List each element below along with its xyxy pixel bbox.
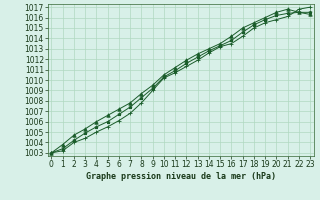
X-axis label: Graphe pression niveau de la mer (hPa): Graphe pression niveau de la mer (hPa) (86, 172, 276, 181)
